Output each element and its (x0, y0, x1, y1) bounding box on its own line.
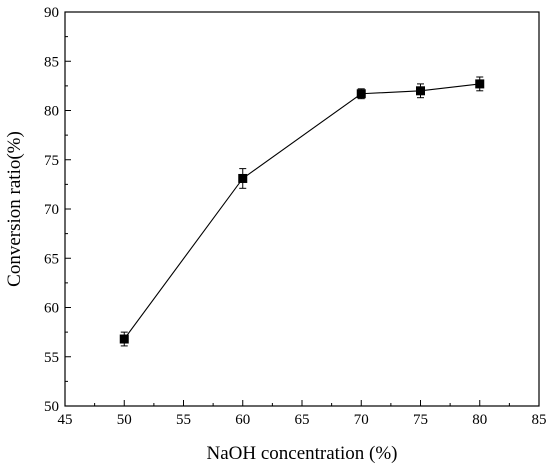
x-tick-label: 75 (413, 412, 428, 428)
y-tick-label: 50 (44, 399, 59, 415)
x-tick-label: 55 (176, 412, 191, 428)
y-axis-title: Conversion ratio(%) (4, 131, 25, 287)
x-tick-label: 85 (532, 412, 547, 428)
data-point-marker (238, 173, 248, 183)
plot-frame (64, 11, 540, 407)
y-tick-label: 80 (44, 104, 59, 120)
x-axis-title: NaOH concentration (%) (207, 443, 398, 464)
y-tick-label: 70 (44, 202, 59, 218)
y-tick-label: 90 (44, 5, 59, 21)
y-tick-label: 75 (44, 153, 59, 169)
y-tick-label: 55 (44, 350, 59, 366)
y-tick-label: 65 (44, 251, 59, 267)
data-point-marker (356, 89, 366, 99)
series-line (123, 83, 480, 340)
y-tick-label: 85 (44, 54, 59, 70)
data-point-marker (416, 86, 425, 96)
x-tick-label: 70 (354, 412, 369, 428)
data-point-marker (475, 79, 485, 89)
x-tick-label: 80 (472, 412, 487, 428)
y-axis-ticks: 50 55 60 65 70 75 80 85 90 (44, 5, 71, 415)
x-tick-label: 50 (117, 412, 132, 428)
x-tick-label: 65 (295, 412, 310, 428)
data-point-marker (119, 334, 129, 344)
x-tick-label: 60 (235, 412, 250, 428)
y-tick-label: 60 (44, 301, 59, 317)
x-axis-ticks: 45 50 55 60 65 70 75 80 85 (58, 400, 547, 428)
x-tick-label: 45 (58, 412, 73, 428)
series-layer (119, 76, 485, 347)
